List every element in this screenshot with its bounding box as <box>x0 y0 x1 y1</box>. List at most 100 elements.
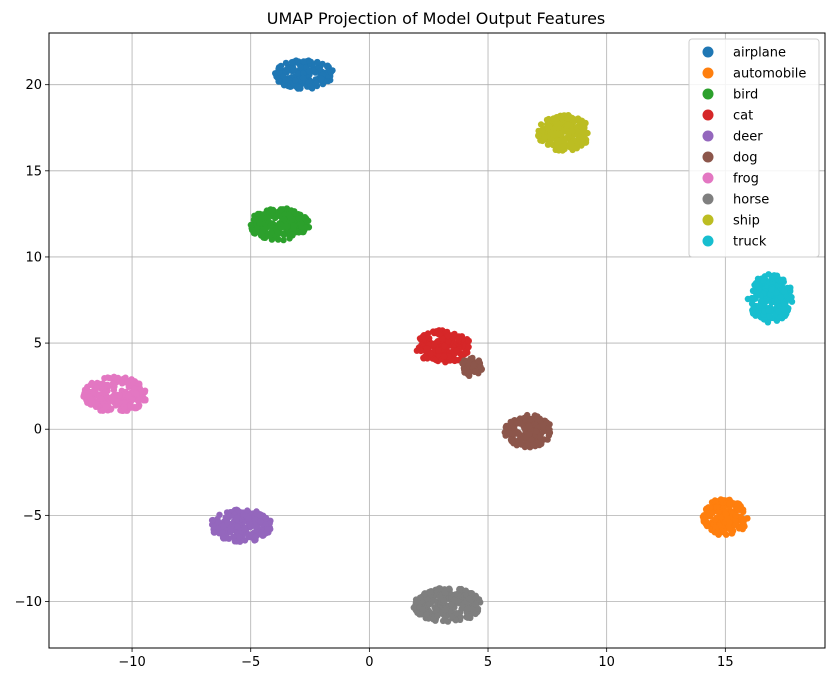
axes-frame <box>48 32 826 649</box>
legend-entry: deer <box>733 130 763 145</box>
data-point <box>533 428 540 435</box>
data-point <box>737 513 745 521</box>
series-ship <box>535 112 591 154</box>
data-point <box>430 616 437 623</box>
data-point <box>766 312 773 320</box>
data-point <box>735 525 743 532</box>
data-point <box>244 507 251 514</box>
legend-marker <box>702 130 714 142</box>
data-point <box>423 611 430 618</box>
data-point <box>574 115 582 122</box>
data-point <box>509 438 516 445</box>
data-point <box>307 83 314 91</box>
plot-area: −10 −5 0 5 10 15 −10 −5 0 5 10 15 20 <box>15 32 826 670</box>
data-point <box>553 115 560 123</box>
data-point <box>256 219 263 227</box>
data-point <box>462 587 469 594</box>
data-point <box>751 295 758 302</box>
data-point <box>748 300 756 307</box>
data-point <box>711 516 719 523</box>
data-point <box>282 77 289 84</box>
legend-entry: automobile <box>733 67 806 82</box>
data-point <box>535 131 542 139</box>
data-point <box>712 523 719 531</box>
data-point <box>451 596 458 604</box>
data-point <box>546 426 553 433</box>
data-point <box>129 396 136 404</box>
data-point <box>283 65 291 73</box>
data-point <box>327 69 335 76</box>
data-point <box>283 223 291 230</box>
data-point <box>416 594 424 601</box>
data-point <box>262 520 269 527</box>
data-point <box>211 529 218 536</box>
data-point <box>423 345 431 352</box>
legend-marker <box>702 67 714 79</box>
data-point <box>549 131 556 138</box>
data-point <box>93 384 100 392</box>
x-tick-label: 5 <box>484 655 492 670</box>
data-point <box>732 512 739 519</box>
data-point <box>236 533 243 541</box>
x-tick-label: 10 <box>598 655 615 670</box>
y-tick-label: 5 <box>34 337 42 352</box>
data-point <box>419 606 427 613</box>
data-point <box>241 525 248 533</box>
data-point <box>114 398 121 405</box>
data-point <box>451 330 458 338</box>
data-point <box>468 590 476 597</box>
data-point <box>99 407 107 414</box>
data-point <box>292 77 299 84</box>
data-point <box>444 332 451 340</box>
data-point <box>234 523 241 530</box>
data-point <box>717 513 724 521</box>
data-point <box>279 230 287 238</box>
legend-marker <box>702 46 714 58</box>
data-point <box>427 350 434 358</box>
data-point <box>768 286 775 293</box>
data-point <box>580 139 587 146</box>
data-point <box>472 601 480 608</box>
data-point <box>538 440 545 447</box>
data-point <box>446 585 453 592</box>
data-point <box>545 123 553 130</box>
data-point <box>124 379 131 386</box>
y-tick-label: −10 <box>15 595 42 610</box>
data-point <box>477 363 484 370</box>
data-point <box>744 295 752 303</box>
data-point <box>555 137 563 145</box>
legend-entry: cat <box>733 109 753 124</box>
data-point <box>453 347 460 354</box>
series-frog <box>80 373 149 414</box>
data-point <box>556 130 563 138</box>
data-point <box>288 59 296 66</box>
data-point <box>539 126 546 134</box>
legend-marker <box>702 214 714 226</box>
data-point <box>108 394 115 401</box>
data-point <box>775 308 782 315</box>
data-point <box>757 292 764 300</box>
data-point <box>134 380 141 387</box>
data-point <box>425 601 433 608</box>
data-point <box>275 78 282 85</box>
legend-entry: dog <box>733 151 757 166</box>
scatter-points <box>80 57 796 625</box>
y-tick-label: 15 <box>25 164 42 179</box>
data-point <box>229 533 237 540</box>
data-point <box>118 380 126 387</box>
data-point <box>466 369 473 376</box>
data-point <box>566 113 573 121</box>
data-point <box>530 441 537 448</box>
data-point <box>129 379 136 386</box>
data-point <box>263 515 270 522</box>
data-point <box>539 422 547 429</box>
data-point <box>208 517 216 524</box>
data-point <box>768 274 776 282</box>
series-automobile <box>699 496 751 538</box>
data-point <box>299 228 306 236</box>
data-point <box>259 227 266 235</box>
x-tick-label: 0 <box>365 655 373 670</box>
data-point <box>701 517 708 524</box>
data-point <box>724 515 731 522</box>
data-point <box>296 84 303 91</box>
